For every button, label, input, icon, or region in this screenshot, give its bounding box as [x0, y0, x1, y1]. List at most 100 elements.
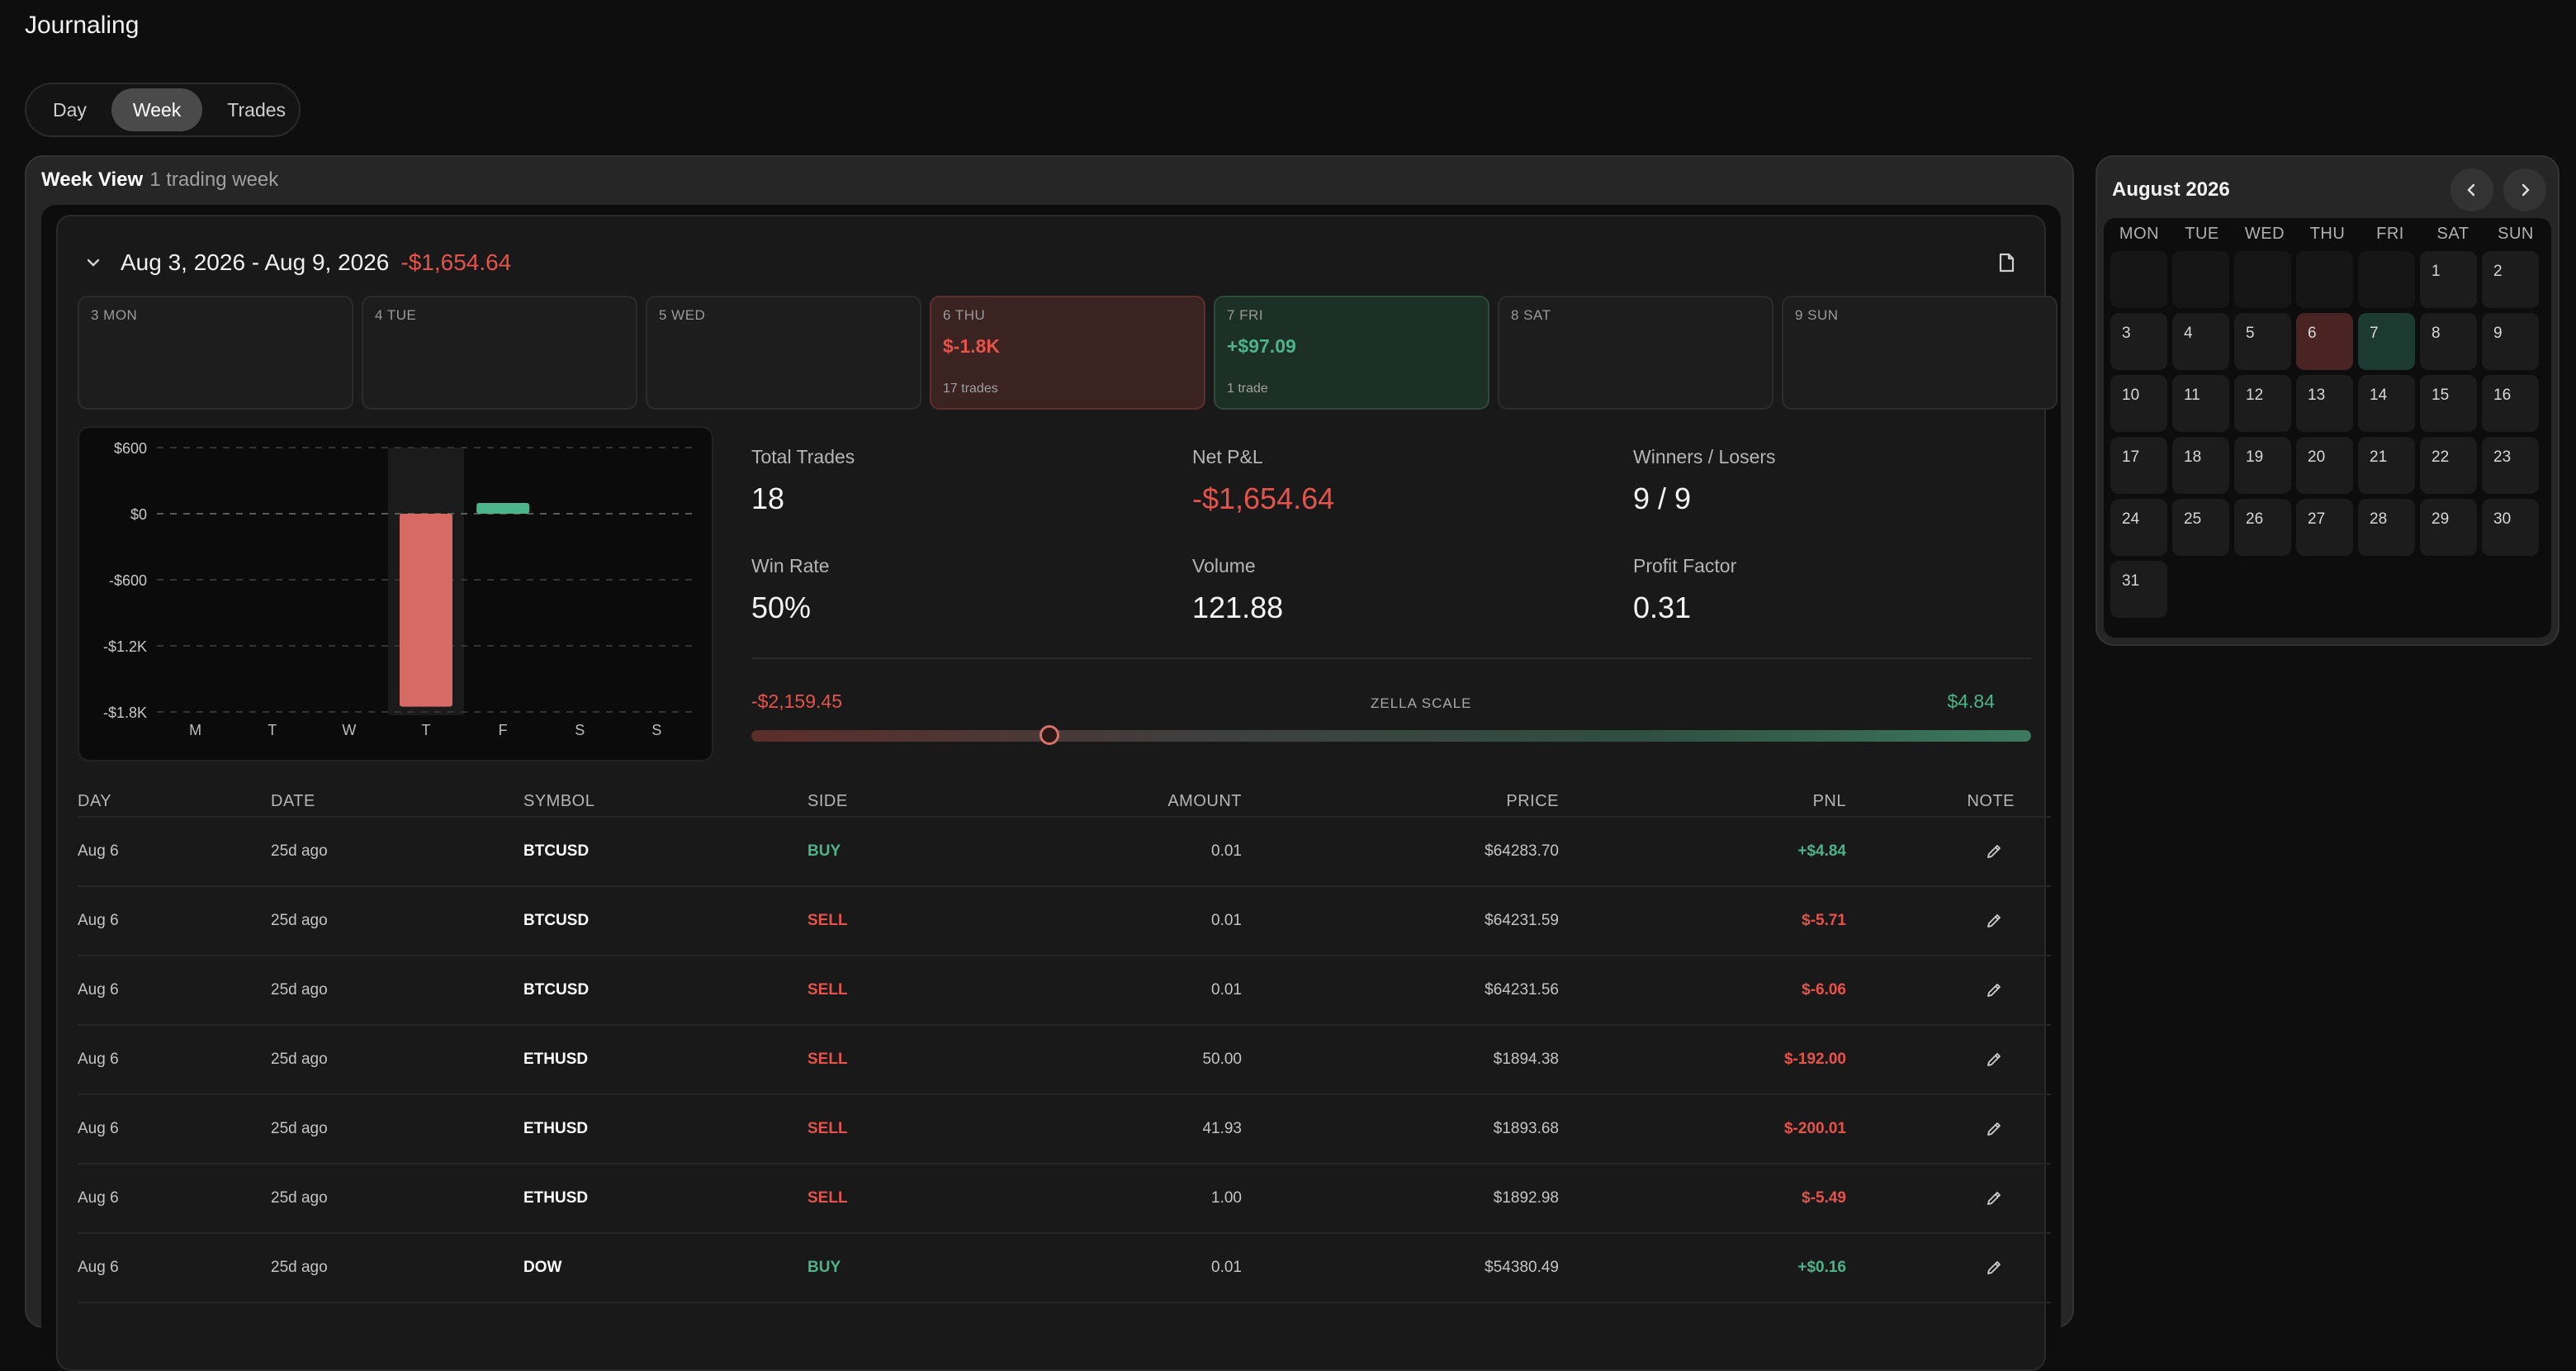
calendar-day-23[interactable]: 23 [2482, 437, 2539, 494]
calendar-day-17[interactable]: 17 [2110, 437, 2167, 494]
calendar-prev-button[interactable] [2451, 168, 2493, 211]
cell-day: Aug 6 [78, 1189, 119, 1207]
calendar-day-2[interactable]: 2 [2482, 251, 2539, 308]
calendar-day-9[interactable]: 9 [2482, 313, 2539, 370]
calendar-day-13[interactable]: 13 [2296, 375, 2353, 432]
cell-date: 25d ago [271, 1259, 328, 1276]
edit-note-icon[interactable] [1846, 981, 2015, 999]
table-row[interactable]: Aug 6 25d ago DOW BUY 0.01 $54380.49 +$0… [78, 1234, 2051, 1303]
edit-note-icon[interactable] [1846, 1051, 2015, 1069]
col-day[interactable]: DAY [78, 791, 112, 810]
table-row[interactable]: Aug 6 25d ago BTCUSD BUY 0.01 $64283.70 … [78, 818, 2051, 887]
tab-day[interactable]: Day [53, 98, 87, 121]
edit-note-icon[interactable] [1846, 1189, 2015, 1207]
table-row[interactable]: Aug 6 25d ago BTCUSD SELL 0.01 $64231.56… [78, 956, 2051, 1026]
calendar-day-29[interactable]: 29 [2420, 499, 2477, 556]
col-date[interactable]: DATE [271, 791, 315, 810]
cell-symbol: BTCUSD [523, 912, 590, 929]
week-range-row: Aug 3, 2026 - Aug 9, 2026 -$1,654.64 [84, 246, 511, 279]
week-pnl: -$1,654.64 [400, 249, 512, 275]
calendar-day-12[interactable]: 12 [2234, 375, 2291, 432]
cell-side: BUY [807, 842, 841, 860]
tab-trades[interactable]: Trades [227, 98, 286, 121]
stat-value: 18 [751, 482, 785, 515]
day-card-thu[interactable]: 6 THU $-1.8K 17 trades [930, 296, 1205, 410]
day-card-sat[interactable]: 8 SAT [1498, 296, 1773, 410]
calendar-next-button[interactable] [2503, 168, 2546, 211]
calendar-blank-cell [2234, 251, 2291, 308]
cell-amount: 41.93 [1202, 1120, 1242, 1137]
cell-price: $64231.56 [1485, 981, 1559, 999]
tab-week[interactable]: Week [111, 88, 203, 131]
calendar-day-8[interactable]: 8 [2420, 313, 2477, 370]
cell-day: Aug 6 [78, 1259, 119, 1276]
calendar-day-6[interactable]: 6 [2296, 313, 2353, 370]
chevron-down-icon[interactable] [84, 254, 102, 272]
zella-scale-thumb [1039, 725, 1060, 745]
calendar-day-7[interactable]: 7 [2358, 313, 2415, 370]
chart-ytick-label: -$1.8K [103, 704, 147, 721]
calendar-day-19[interactable]: 19 [2234, 437, 2291, 494]
day-label: 5 WED [659, 307, 706, 323]
trades-table: DAY DATE SYMBOL SIDE AMOUNT PRICE PNL NO… [78, 786, 2051, 1303]
stat-value: 9 / 9 [1633, 482, 1692, 515]
stat-winners-losers: Winners / Losers 9 / 9 [1633, 446, 1776, 516]
day-card-mon[interactable]: 3 MON [78, 296, 353, 410]
calendar-day-14[interactable]: 14 [2358, 375, 2415, 432]
chart-bar [476, 503, 530, 514]
calendar-day-27[interactable]: 27 [2296, 499, 2353, 556]
edit-note-icon[interactable] [1846, 1259, 2015, 1277]
page-title: Journaling [25, 12, 140, 39]
edit-note-icon[interactable] [1846, 1120, 2015, 1138]
col-amount[interactable]: AMOUNT [1167, 791, 1242, 810]
table-row[interactable]: Aug 6 25d ago ETHUSD SELL 1.00 $1892.98 … [78, 1165, 2051, 1234]
calendar-day-28[interactable]: 28 [2358, 499, 2415, 556]
table-row[interactable]: Aug 6 25d ago ETHUSD SELL 41.93 $1893.68… [78, 1095, 2051, 1165]
calendar-day-31[interactable]: 31 [2110, 561, 2167, 618]
day-card-sun[interactable]: 9 SUN [1782, 296, 2057, 410]
view-switcher: Day Week Trades [25, 83, 301, 137]
calendar-day-21[interactable]: 21 [2358, 437, 2415, 494]
table-row[interactable]: Aug 6 25d ago BTCUSD SELL 0.01 $64231.59… [78, 887, 2051, 956]
col-side[interactable]: SIDE [807, 791, 848, 810]
zella-scale-track [751, 725, 2031, 745]
calendar-day-25[interactable]: 25 [2172, 499, 2229, 556]
day-trade-count: 17 trades [943, 382, 998, 396]
edit-note-icon[interactable] [1846, 912, 2015, 930]
calendar-day-3[interactable]: 3 [2110, 313, 2167, 370]
calendar-day-24[interactable]: 24 [2110, 499, 2167, 556]
calendar-day-10[interactable]: 10 [2110, 375, 2167, 432]
calendar-day-1[interactable]: 1 [2420, 251, 2477, 308]
document-icon[interactable] [1995, 251, 2018, 274]
cell-price: $64283.70 [1485, 842, 1559, 860]
col-symbol[interactable]: SYMBOL [523, 791, 595, 810]
calendar-day-15[interactable]: 15 [2420, 375, 2477, 432]
calendar-day-16[interactable]: 16 [2482, 375, 2539, 432]
stat-label: Volume [1192, 555, 1256, 576]
stat-label: Net P&L [1192, 446, 1263, 467]
day-label: 8 SAT [1511, 307, 1551, 323]
calendar-day-5[interactable]: 5 [2234, 313, 2291, 370]
col-pnl[interactable]: PNL [1812, 791, 1846, 810]
calendar-day-26[interactable]: 26 [2234, 499, 2291, 556]
day-card-tue[interactable]: 4 TUE [362, 296, 637, 410]
cell-day: Aug 6 [78, 1120, 119, 1137]
col-price[interactable]: PRICE [1506, 791, 1559, 810]
calendar-day-4[interactable]: 4 [2172, 313, 2229, 370]
calendar-day-20[interactable]: 20 [2296, 437, 2353, 494]
day-card-fri[interactable]: 7 FRI +$97.09 1 trade [1214, 296, 1489, 410]
calendar-day-18[interactable]: 18 [2172, 437, 2229, 494]
day-card-wed[interactable]: 5 WED [646, 296, 921, 410]
cell-date: 25d ago [271, 842, 328, 860]
chart-ytick-label: $0 [130, 506, 147, 523]
stat-volume: Volume 121.88 [1192, 555, 1283, 625]
chart-xtick-label: T [268, 722, 277, 738]
stat-net-pnl: Net P&L -$1,654.64 [1192, 446, 1334, 516]
cell-side: SELL [807, 1051, 848, 1068]
table-row[interactable]: Aug 6 25d ago ETHUSD SELL 50.00 $1894.38… [78, 1026, 2051, 1095]
edit-note-icon[interactable] [1846, 842, 2015, 861]
calendar-day-11[interactable]: 11 [2172, 375, 2229, 432]
calendar-day-30[interactable]: 30 [2482, 499, 2539, 556]
calendar-day-22[interactable]: 22 [2420, 437, 2477, 494]
weekday-label: WED [2244, 225, 2285, 243]
